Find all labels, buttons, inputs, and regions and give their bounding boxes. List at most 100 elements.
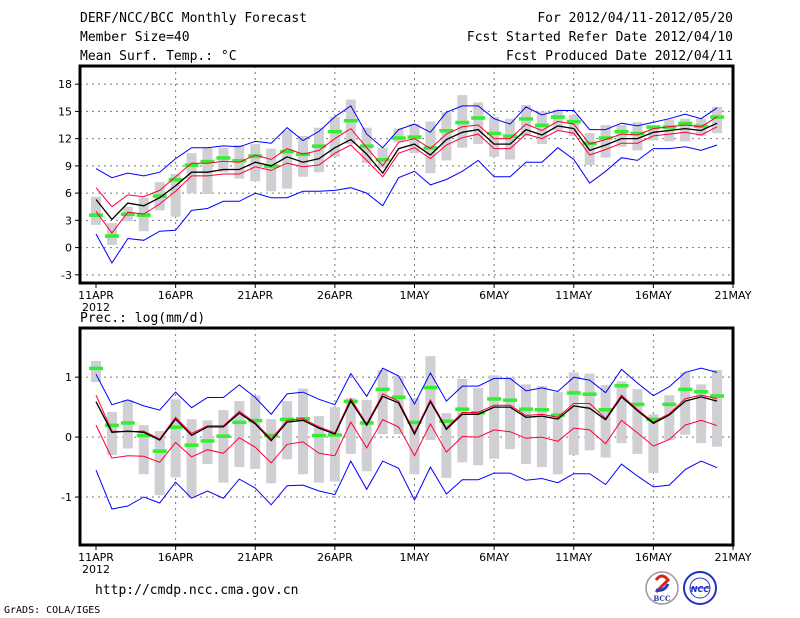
series-line-ensemble-mean <box>95 395 718 442</box>
x-tick-label: 21MAY <box>715 289 752 302</box>
member-range-bar <box>680 372 691 435</box>
observed-marker <box>439 128 454 133</box>
member-range-bar <box>250 395 261 469</box>
member-size: Member Size=40 <box>80 30 190 45</box>
observed-marker <box>104 423 119 428</box>
member-range-bar <box>536 111 547 145</box>
member-range-bar <box>170 399 181 478</box>
observed-marker <box>120 212 135 216</box>
series-line-upper-bound <box>95 367 718 416</box>
observed-marker <box>248 154 263 158</box>
member-range-bar <box>91 196 101 225</box>
x-tick-label: 16APR <box>158 551 194 564</box>
observed-marker <box>311 433 326 438</box>
observed-marker <box>630 402 645 407</box>
member-range-bar <box>91 360 101 382</box>
observed-marker <box>152 449 167 453</box>
observed-marker <box>614 384 629 388</box>
member-range-bar <box>584 133 595 165</box>
forecast-start-date: Fcst Started Refer Date 2012/04/10 <box>467 30 733 45</box>
x-tick-label: 11APR <box>78 289 114 302</box>
member-range-bar <box>632 122 643 151</box>
plot-frame <box>78 326 735 547</box>
observed-marker <box>136 433 151 438</box>
y-tick-label: 3 <box>65 214 72 227</box>
x-tick-label: 11MAY <box>555 551 592 564</box>
member-range-bar <box>568 372 579 456</box>
observed-marker <box>550 115 565 119</box>
y-tick-label: -1 <box>61 491 72 504</box>
member-range-bar <box>712 106 723 134</box>
member-range-bar <box>489 116 500 157</box>
y-tick-label: 12 <box>58 133 72 146</box>
y-tick-label: 6 <box>65 187 72 200</box>
y-tick-label: 9 <box>65 160 72 173</box>
observed-marker <box>694 124 709 128</box>
member-range-bar <box>186 153 197 194</box>
forecast-produced-date: Fcst Produced Date 2012/04/11 <box>506 49 733 64</box>
member-range-bar <box>282 130 293 189</box>
member-range-bar <box>202 147 213 195</box>
observed-marker <box>184 443 199 447</box>
observed-marker <box>375 387 390 392</box>
precipitation-panel-title: Prec.: log(mm/d) <box>80 311 205 326</box>
member-range-bar <box>361 399 372 472</box>
observed-marker <box>264 433 279 438</box>
observed-marker <box>152 194 167 198</box>
observed-marker <box>375 158 390 162</box>
ncc-logo-text: NCC <box>691 585 710 594</box>
y-tick-label: 0 <box>65 242 72 255</box>
ncc-logo: NCC <box>683 571 717 605</box>
member-range-bar <box>616 381 627 444</box>
member-range-bar <box>377 147 388 168</box>
observed-marker <box>407 135 422 139</box>
member-range-bar <box>441 112 452 161</box>
member-range-bar <box>393 375 404 435</box>
observed-marker <box>678 387 693 392</box>
y-tick-label: 1 <box>65 371 72 384</box>
member-range-bar <box>505 377 516 450</box>
member-range-bar <box>552 392 563 475</box>
observed-marker <box>327 433 342 437</box>
member-range-bar <box>298 135 309 177</box>
series-line-lower-spread <box>95 419 718 464</box>
y-tick-label: 18 <box>58 78 72 91</box>
member-range-bar <box>377 369 388 435</box>
member-range-bar <box>313 416 324 483</box>
observed-marker <box>216 434 231 438</box>
observed-marker <box>168 177 183 182</box>
member-range-bar <box>520 384 531 465</box>
member-range-bar <box>345 398 356 454</box>
member-range-bar <box>648 125 659 141</box>
member-range-bar <box>632 389 643 454</box>
observed-marker <box>566 119 581 124</box>
y-tick-label: 15 <box>58 105 72 118</box>
observed-marker <box>566 391 581 395</box>
observed-marker <box>280 417 295 422</box>
observed-marker <box>391 395 406 399</box>
observed-marker <box>503 398 518 402</box>
observed-marker <box>598 408 613 412</box>
member-range-bar <box>218 410 229 483</box>
x-tick-label: 11APR <box>78 551 114 564</box>
member-range-bar <box>186 419 197 498</box>
observed-marker <box>423 385 438 390</box>
observed-marker <box>248 418 263 423</box>
member-range-bar <box>441 413 452 478</box>
observed-marker <box>598 136 613 140</box>
observed-marker <box>89 366 103 371</box>
observed-marker <box>343 118 358 123</box>
grads-credit: GrADS: COLA/IGES <box>4 605 100 616</box>
x-tick-label: 11MAY <box>555 289 592 302</box>
x-tick-label: 6MAY <box>479 289 509 302</box>
series-line-lower-bound <box>95 144 718 264</box>
member-range-bar <box>329 407 340 482</box>
x-tick-label: 16MAY <box>635 289 672 302</box>
observed-marker <box>630 131 645 136</box>
observed-marker <box>391 136 406 140</box>
observed-marker <box>582 392 597 396</box>
member-range-bar <box>154 431 165 496</box>
member-range-bar <box>536 386 547 468</box>
